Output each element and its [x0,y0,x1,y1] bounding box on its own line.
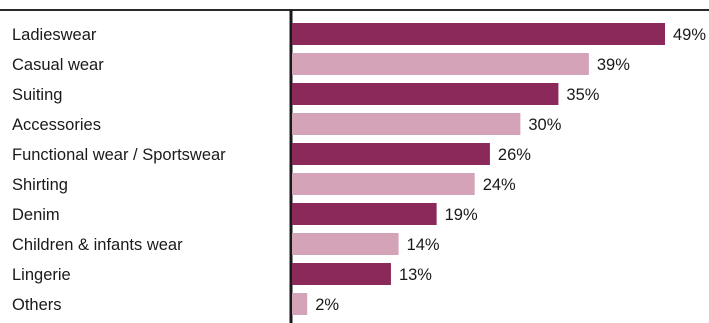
category-label-7: Children & infants wear [12,236,183,254]
bar-4 [292,143,490,165]
category-label-9: Others [12,296,62,314]
value-label-2: 35% [566,86,599,104]
bar-7 [292,233,399,255]
value-label-9: 2% [315,296,339,314]
value-label-3: 30% [528,116,561,134]
category-label-2: Suiting [12,86,62,104]
bars-group [292,23,665,315]
bar-9 [292,293,308,315]
value-label-0: 49% [673,26,706,44]
value-label-7: 14% [407,236,440,254]
bar-2 [292,83,559,105]
value-label-8: 13% [399,266,432,284]
value-labels-group: 49% 39% 35% 30% 26% 24% 19% 14% 13% 2% [315,26,706,314]
bar-1 [292,53,589,75]
bar-5 [292,173,475,195]
category-label-0: Ladieswear [12,26,97,44]
category-label-3: Accessories [12,116,101,134]
value-label-6: 19% [445,206,478,224]
bar-0 [292,23,665,45]
category-label-1: Casual wear [12,56,104,74]
bar-6 [292,203,437,225]
category-label-4: Functional wear / Sportswear [12,146,226,164]
category-label-6: Denim [12,206,60,224]
value-label-1: 39% [597,56,630,74]
bar-3 [292,113,521,135]
category-labels-group: Ladieswear Casual wear Suiting Accessories F… [12,26,226,314]
value-label-5: 24% [483,176,516,194]
bar-8 [292,263,391,285]
value-label-4: 26% [498,146,531,164]
category-label-8: Lingerie [12,266,71,284]
category-label-5: Shirting [12,176,68,194]
